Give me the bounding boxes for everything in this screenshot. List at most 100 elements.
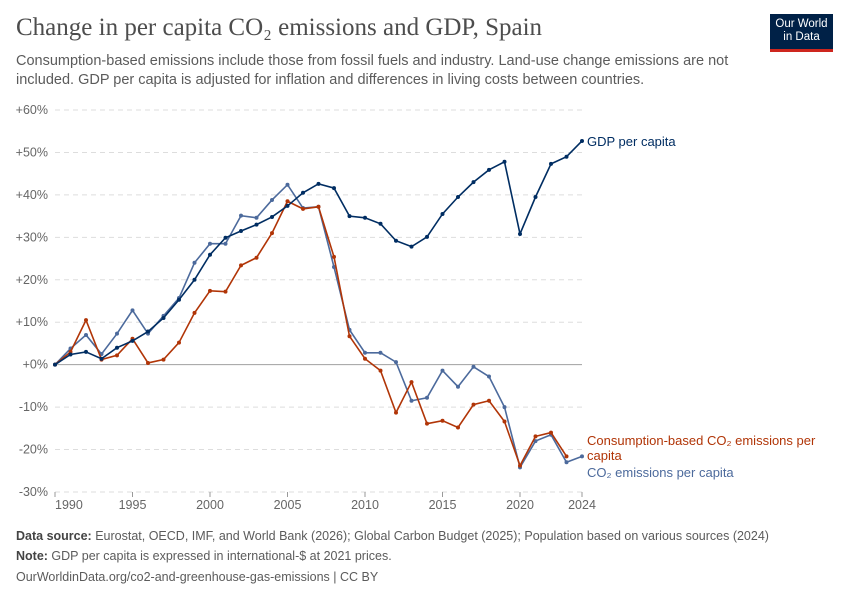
y-tick-label: -30% — [19, 485, 48, 499]
data-point — [115, 353, 119, 358]
data-point — [440, 418, 445, 423]
series-line-1 — [54, 200, 568, 468]
x-tick-label: 2000 — [196, 498, 224, 512]
data-point — [99, 356, 104, 361]
data-point — [487, 398, 491, 403]
data-point — [254, 222, 259, 227]
data-point — [518, 463, 522, 468]
y-tick-label: -10% — [19, 400, 48, 414]
data-point — [471, 402, 476, 407]
data-point — [378, 221, 383, 226]
data-point — [68, 352, 73, 357]
data-point — [208, 288, 212, 293]
data-point — [425, 421, 429, 426]
series-line-2 — [54, 183, 583, 470]
data-point — [440, 211, 445, 216]
data-point — [425, 395, 429, 400]
x-tick-label: 2005 — [274, 498, 302, 512]
data-point — [549, 161, 553, 166]
y-tick-label: +40% — [16, 188, 48, 202]
data-point — [347, 334, 352, 339]
data-point — [487, 167, 491, 172]
y-tick-label: -20% — [19, 443, 48, 457]
data-point — [409, 380, 414, 385]
data-point — [301, 206, 305, 211]
data-point — [115, 331, 119, 336]
data-point — [564, 154, 569, 159]
chart-subtitle: Consumption-based emissions include thos… — [16, 53, 729, 88]
data-point — [270, 214, 274, 219]
data-point — [440, 368, 445, 373]
x-tick-label: 1995 — [119, 498, 147, 512]
data-point — [177, 340, 181, 345]
data-point — [394, 360, 398, 365]
source-label: Data source: — [16, 529, 92, 543]
data-point — [239, 228, 243, 233]
data-point — [223, 241, 228, 246]
y-tick-label: +50% — [16, 145, 48, 159]
x-tick-label: 2020 — [506, 498, 534, 512]
data-point — [425, 234, 429, 239]
data-point — [487, 374, 491, 379]
data-point — [378, 350, 383, 355]
series-line-0 — [54, 140, 583, 366]
data-point — [533, 439, 538, 444]
data-point — [394, 410, 398, 415]
data-point — [130, 338, 135, 343]
data-point — [270, 231, 274, 236]
note-line: Note: GDP per capita is expressed in int… — [16, 549, 392, 563]
data-point — [270, 197, 274, 202]
data-point — [146, 329, 150, 334]
x-tick-label: 2015 — [429, 498, 457, 512]
chart-title: Change in per capita CO₂ emissions and G… — [16, 14, 543, 41]
data-point — [533, 195, 538, 200]
x-tick-label: 1990 — [55, 498, 83, 512]
data-point — [223, 235, 228, 240]
data-point — [192, 310, 197, 315]
data-point — [549, 430, 553, 435]
y-tick-label: +60% — [16, 103, 48, 117]
legend-gdp: GDP per capita — [587, 134, 676, 149]
data-point — [332, 254, 336, 259]
data-point — [146, 360, 150, 365]
data-point — [115, 345, 119, 350]
data-point — [192, 277, 197, 282]
y-tick-label: +20% — [16, 273, 48, 287]
data-point — [53, 362, 57, 367]
data-point — [363, 215, 367, 220]
data-point — [363, 356, 367, 361]
data-point — [564, 460, 569, 465]
y-tick-label: +30% — [16, 230, 48, 244]
data-point — [533, 434, 538, 439]
x-tick-label: 2010 — [351, 498, 379, 512]
data-point — [84, 318, 88, 323]
data-point — [378, 368, 383, 373]
owid-logo[interactable]: Our World in Data — [770, 14, 833, 52]
data-point — [347, 214, 352, 219]
data-point — [471, 180, 476, 185]
data-point — [580, 138, 584, 143]
data-point — [239, 263, 243, 268]
data-point — [409, 244, 414, 249]
data-point — [84, 349, 88, 354]
data-point — [502, 419, 507, 424]
x-tick-label: 2024 — [568, 498, 596, 512]
data-point — [471, 364, 476, 369]
data-point — [518, 231, 522, 236]
source-url[interactable]: OurWorldinData.org/co2-and-greenhouse-ga… — [16, 570, 379, 584]
note-label: Note: — [16, 549, 48, 563]
data-point — [208, 252, 212, 257]
data-point — [239, 213, 243, 218]
data-point — [456, 425, 460, 430]
legend-consumption: Consumption-based CO₂ emissions per — [587, 433, 816, 448]
source-text: Eurostat, OECD, IMF, and World Bank (202… — [91, 529, 769, 543]
data-point — [223, 289, 228, 294]
data-point — [285, 203, 290, 208]
data-point — [208, 241, 212, 246]
data-point — [316, 204, 321, 209]
data-point — [254, 215, 259, 220]
y-tick-label: +10% — [16, 315, 48, 329]
data-point — [580, 454, 584, 459]
